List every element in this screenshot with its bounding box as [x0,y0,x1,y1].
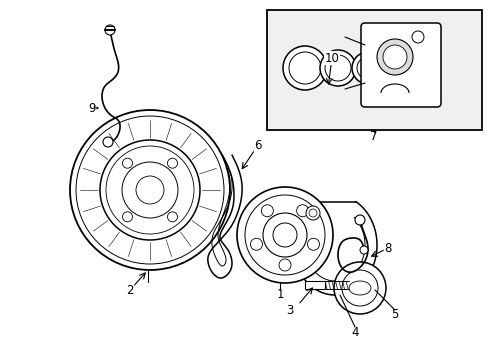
Polygon shape [285,87,349,127]
Bar [266,10,481,130]
Circle shape [167,158,177,168]
Text: 8: 8 [384,242,391,255]
Circle shape [359,246,367,254]
Circle shape [237,187,332,283]
Circle shape [244,195,325,275]
Ellipse shape [348,281,370,295]
Circle shape [250,238,262,250]
Circle shape [70,110,229,270]
Polygon shape [293,95,341,123]
Circle shape [261,205,273,217]
Bar [329,77,341,87]
Circle shape [333,262,385,314]
Circle shape [296,205,308,217]
Text: 3: 3 [286,303,293,316]
Circle shape [279,259,290,271]
Circle shape [136,176,163,204]
Circle shape [103,137,113,147]
Text: 4: 4 [350,325,358,338]
Text: 1: 1 [276,288,283,302]
Circle shape [341,270,377,306]
Circle shape [100,140,200,240]
Circle shape [411,31,423,43]
Circle shape [106,146,194,234]
Circle shape [354,215,364,225]
Text: 10: 10 [324,51,339,64]
Circle shape [288,52,320,84]
Circle shape [76,116,224,264]
Circle shape [305,206,319,220]
Circle shape [308,209,316,217]
Circle shape [356,57,378,79]
Text: 2: 2 [126,284,134,297]
Circle shape [351,52,383,84]
Circle shape [122,212,132,222]
Bar [307,77,319,87]
Circle shape [122,162,178,218]
Circle shape [283,46,326,90]
FancyBboxPatch shape [360,23,440,107]
Text: 9: 9 [88,102,96,114]
Bar [305,281,325,289]
Circle shape [376,39,412,75]
Circle shape [122,158,132,168]
Circle shape [167,212,177,222]
Text: 6: 6 [254,139,261,152]
Circle shape [105,25,115,35]
Circle shape [307,238,319,250]
Circle shape [319,50,355,86]
Circle shape [382,45,406,69]
Circle shape [263,213,306,257]
Circle shape [272,223,296,247]
Circle shape [325,55,350,81]
Text: 7: 7 [369,130,377,143]
Text: 5: 5 [390,309,398,321]
